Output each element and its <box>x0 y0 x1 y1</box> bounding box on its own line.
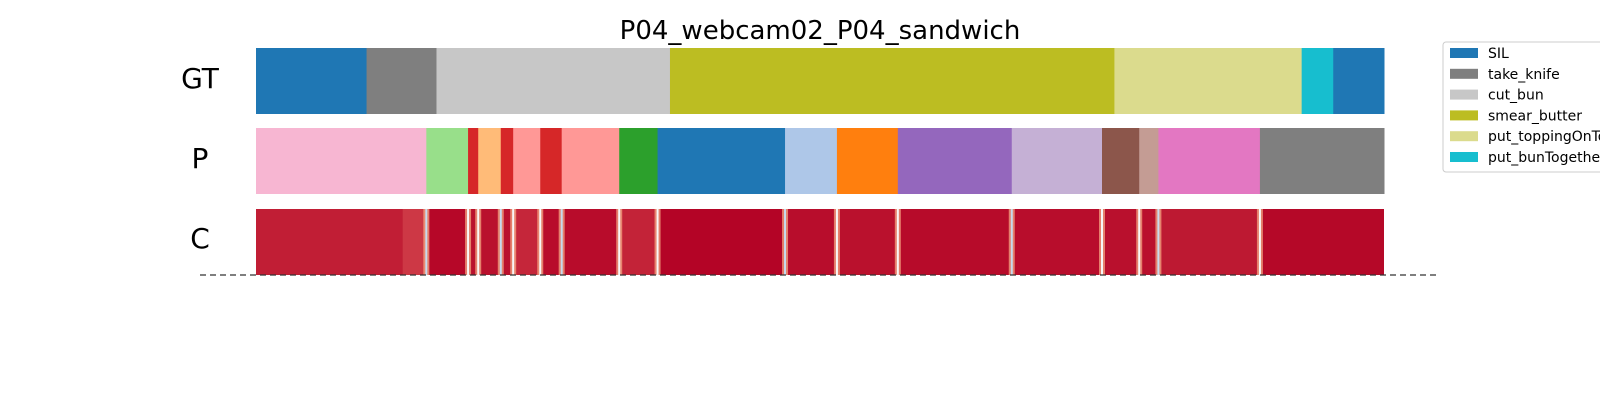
confidence-dip-13 <box>1101 209 1103 275</box>
pred-segment-16 <box>1158 128 1261 194</box>
prediction-segment-bar <box>256 128 1385 194</box>
gt-segment-cut-bun <box>436 48 671 114</box>
legend-label-take-knife: take_knife <box>1488 67 1560 83</box>
confidence-dip-2 <box>477 209 480 275</box>
confidence-dip-14 <box>1138 209 1141 275</box>
legend-swatch-cut-bun <box>1450 89 1478 100</box>
legend-swatch-take-knife <box>1450 68 1478 79</box>
confidence-span-9 <box>836 209 898 275</box>
gt-segment-smear-butter <box>669 48 1115 114</box>
confidence-dip-0 <box>425 209 428 275</box>
confidence-dip-15 <box>1157 209 1160 275</box>
legend: SIL take_knife cut_bun smear_butter put_topp… <box>1442 41 1600 173</box>
confidence-dip-5 <box>539 209 542 275</box>
confidence-bar <box>256 209 1384 275</box>
legend-label-sil: SIL <box>1488 46 1509 62</box>
confidence-span-12 <box>1102 209 1159 275</box>
confidence-span-6 <box>619 209 658 275</box>
pred-segment-9 <box>657 128 786 194</box>
pred-segment-8 <box>619 128 659 194</box>
pred-segment-7 <box>561 128 620 194</box>
gt-segment-put-toppingontop <box>1114 48 1303 114</box>
confidence-dip-16 <box>1258 209 1261 275</box>
confidence-span-5 <box>540 209 620 275</box>
confidence-span-14 <box>1259 209 1384 275</box>
confidence-dip-7 <box>618 209 621 275</box>
pred-segment-6 <box>540 128 563 194</box>
legend-label-put-toppingontop: put_toppingOnTop <box>1488 129 1600 145</box>
legend-swatch-smear-butter <box>1450 110 1478 121</box>
gt-segment-sil <box>1333 48 1385 114</box>
legend-label-cut-bun: cut_bun <box>1488 88 1544 104</box>
pred-segment-4 <box>500 128 514 194</box>
confidence-base <box>256 209 1384 275</box>
confidence-dip-10 <box>835 209 838 275</box>
legend-label-smear-butter: smear_butter <box>1488 108 1582 124</box>
pred-segment-10 <box>785 128 838 194</box>
confidence-dip-1 <box>467 209 470 275</box>
gt-segment-put-buntogether <box>1301 48 1334 114</box>
pred-segment-11 <box>836 128 899 194</box>
gt-segment-sil <box>256 48 368 114</box>
pred-segment-17 <box>1259 128 1385 194</box>
chart-title: P04_webcam02_P04_sandwich <box>620 16 1021 46</box>
confidence-dip-12 <box>1010 209 1013 275</box>
confidence-dip-3 <box>499 209 502 275</box>
confidence-span-4 <box>513 209 541 275</box>
pred-segment-13 <box>1011 128 1103 194</box>
confidence-span-10 <box>897 209 1012 275</box>
pred-segment-0 <box>256 128 427 194</box>
confidence-span-8 <box>785 209 837 275</box>
confidence-span-11 <box>1011 209 1102 275</box>
legend-swatch-put-toppingontop <box>1450 131 1478 142</box>
legend-frame <box>1442 41 1600 173</box>
pred-segment-3 <box>478 128 502 194</box>
confidence-dip-8 <box>656 209 659 275</box>
confidence-span-2 <box>426 209 468 275</box>
confidence-span-3 <box>468 209 514 275</box>
pred-segment-1 <box>426 128 469 194</box>
gt-segment-take-knife <box>366 48 437 114</box>
row-label-p: P <box>192 142 209 175</box>
pred-segment-15 <box>1139 128 1159 194</box>
pred-segment-5 <box>513 128 541 194</box>
legend-swatch-sil <box>1450 48 1478 58</box>
pred-segment-2 <box>468 128 479 194</box>
legend-swatch-put-buntogether <box>1450 152 1478 162</box>
confidence-span-13 <box>1158 209 1260 275</box>
pred-segment-12 <box>897 128 1013 194</box>
confidence-dip-6 <box>560 209 563 275</box>
gt-segment-bar <box>256 48 1385 114</box>
legend-label-put-buntogether: put_bunTogether <box>1488 150 1600 166</box>
confidence-span-1 <box>402 209 427 275</box>
confidence-span-0 <box>256 209 403 275</box>
row-label-gt: GT <box>181 62 220 95</box>
confidence-dip-11 <box>896 209 899 275</box>
confidence-dip-9 <box>784 209 787 275</box>
pred-segment-14 <box>1102 128 1140 194</box>
confidence-dip-4 <box>512 209 515 275</box>
row-label-c: C <box>190 222 210 255</box>
